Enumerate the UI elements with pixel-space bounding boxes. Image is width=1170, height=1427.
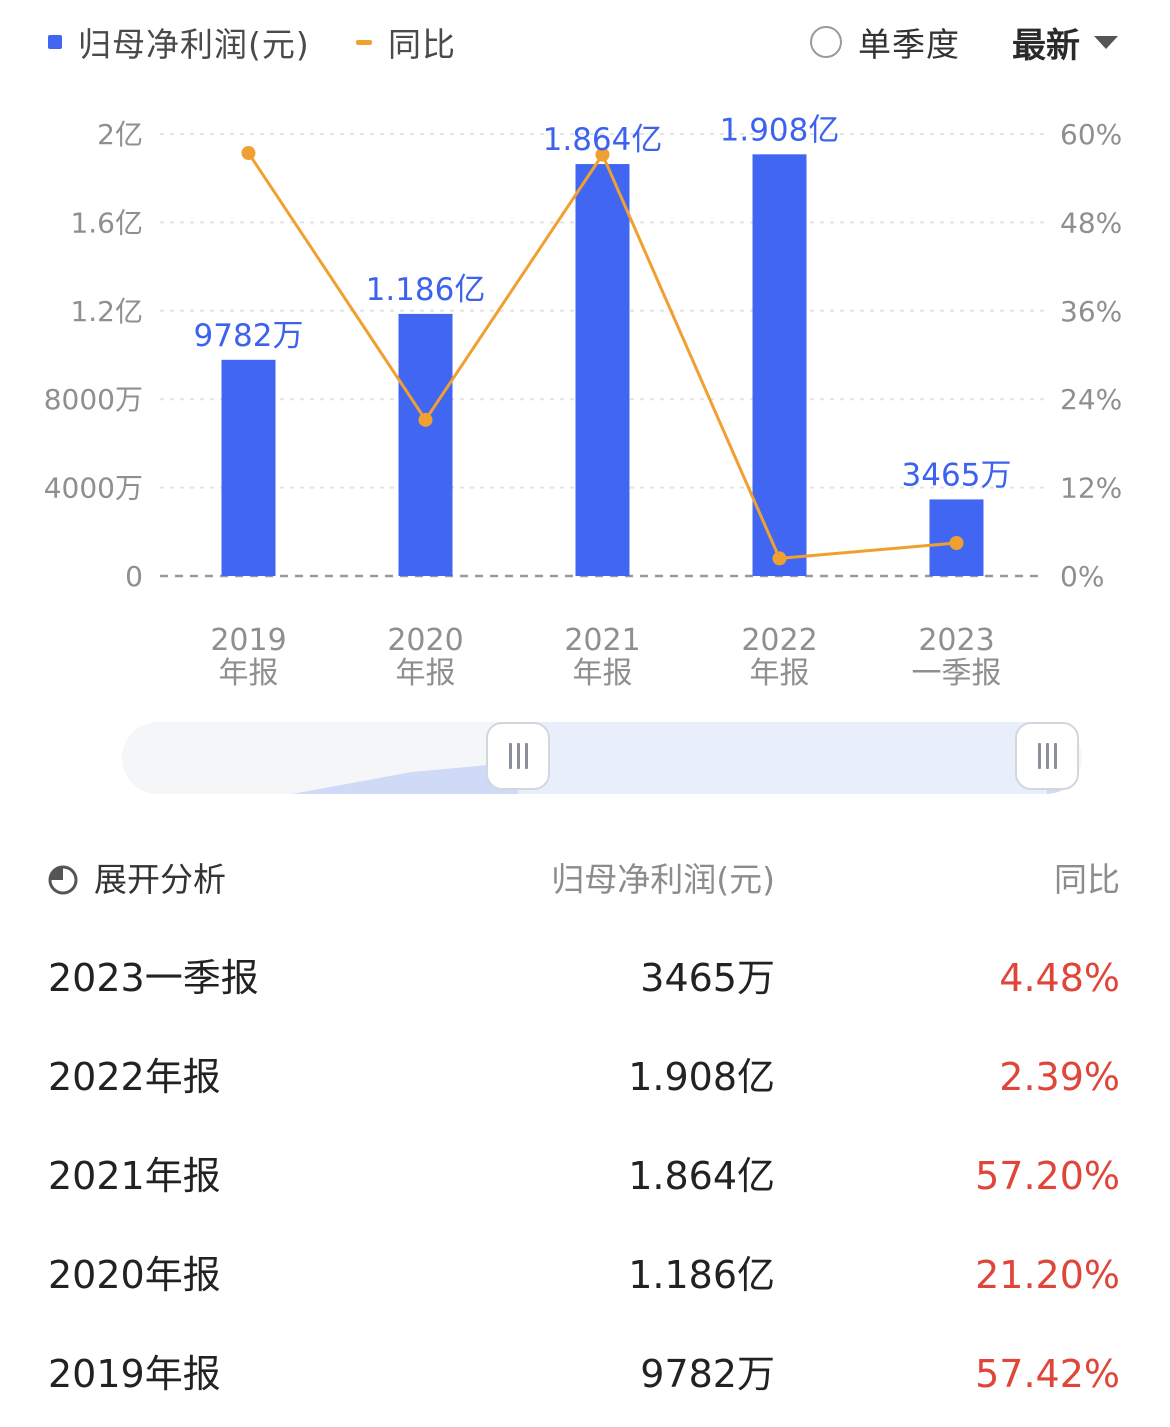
yoy-point xyxy=(949,535,964,550)
table-row[interactable]: 2021年报 1.864亿 57.20% xyxy=(48,1146,1120,1206)
x-tick-label: 年报 xyxy=(750,656,810,691)
slider-left-handle[interactable] xyxy=(486,722,550,790)
x-tick-label: 一季报 xyxy=(912,656,1002,691)
column-header-net-profit: 归母净利润(元) xyxy=(551,860,775,899)
yoy-point xyxy=(418,412,433,427)
bar-value-label: 1.908亿 xyxy=(720,112,840,148)
range-slider-selection xyxy=(518,722,1047,794)
x-tick-label: 2019 xyxy=(210,623,286,658)
table-row[interactable]: 2020年报 1.186亿 21.20% xyxy=(48,1245,1120,1305)
slider-right-handle[interactable] xyxy=(1015,722,1079,790)
grip-line xyxy=(516,743,520,769)
x-tick-label: 2022 xyxy=(741,623,817,658)
bar xyxy=(221,359,276,576)
row-yoy: 2.39% xyxy=(999,1055,1120,1099)
y-right-tick-label: 48% xyxy=(1060,206,1122,239)
radio-icon[interactable] xyxy=(810,26,842,58)
x-tick-label: 年报 xyxy=(573,656,633,691)
grip-line xyxy=(524,743,528,769)
row-period: 2023一季报 xyxy=(48,956,259,1000)
row-yoy: 57.20% xyxy=(975,1154,1120,1198)
bar xyxy=(575,164,630,576)
legend-item-net-profit[interactable]: 归母净利润(元) xyxy=(48,18,310,66)
sort-dropdown[interactable]: 最新 xyxy=(1012,18,1118,66)
row-period: 2022年报 xyxy=(48,1055,221,1099)
table-row[interactable]: 2019年报 9782万 57.42% xyxy=(48,1344,1120,1404)
row-net-profit: 1.908亿 xyxy=(628,1055,775,1099)
row-yoy: 21.20% xyxy=(975,1253,1120,1297)
net-profit-chart: 0 4000万 8000万 1.2亿 1.6亿 2亿 0% 12% 24% 36% 48% 60% 97… xyxy=(44,112,1123,691)
table-row[interactable]: 2022年报 1.908亿 2.39% xyxy=(48,1047,1120,1107)
bar-value-label: 9782万 xyxy=(194,318,304,354)
yoy-point xyxy=(772,551,787,566)
row-net-profit: 3465万 xyxy=(640,956,775,1000)
quarter-toggle[interactable]: 单季度 xyxy=(810,18,960,66)
row-net-profit: 9782万 xyxy=(640,1352,775,1396)
grip-line xyxy=(1053,743,1057,769)
y-right-tick-label: 36% xyxy=(1060,295,1122,328)
pie-chart-icon xyxy=(48,865,78,895)
yoy-point xyxy=(241,146,256,161)
bar xyxy=(752,154,807,576)
caret-down-icon xyxy=(1094,35,1118,49)
expand-analysis-label: 展开分析 xyxy=(94,860,226,899)
sort-dropdown-label: 最新 xyxy=(1012,25,1080,66)
y-right-tick-label: 12% xyxy=(1060,472,1122,505)
column-header-yoy: 同比 xyxy=(1054,860,1120,899)
row-yoy: 57.42% xyxy=(975,1352,1120,1396)
quarter-toggle-label: 单季度 xyxy=(858,25,960,64)
y-left-tick-label: 4000万 xyxy=(44,472,143,505)
y-left-tick-label: 0 xyxy=(125,560,143,593)
chart-legend: 归母净利润(元) 同比 单季度 最新 xyxy=(48,18,1118,66)
row-net-profit: 1.864亿 xyxy=(628,1154,775,1198)
y-right-tick-label: 60% xyxy=(1060,118,1122,151)
bar-value-label: 3465万 xyxy=(902,457,1012,493)
legend-item-yoy[interactable]: 同比 xyxy=(356,18,456,66)
expand-analysis-button[interactable]: 展开分析 xyxy=(48,852,226,908)
y-left-tick-label: 1.2亿 xyxy=(70,295,143,328)
row-period: 2020年报 xyxy=(48,1253,221,1297)
row-period: 2021年报 xyxy=(48,1154,221,1198)
bar xyxy=(398,313,453,576)
legend-net-profit-label: 归母净利润(元) xyxy=(78,25,310,64)
y-right-tick-label: 0% xyxy=(1060,560,1104,593)
x-tick-label: 年报 xyxy=(396,656,456,691)
x-tick-label: 年报 xyxy=(219,656,279,691)
grip-line xyxy=(508,743,512,769)
y-left-tick-label: 8000万 xyxy=(44,383,143,416)
legend-line-swatch xyxy=(356,39,372,45)
y-left-tick-label: 2亿 xyxy=(97,118,143,151)
legend-bar-swatch xyxy=(48,35,62,49)
x-tick-label: 2023 xyxy=(918,623,994,658)
bar-value-label: 1.864亿 xyxy=(543,122,663,158)
table-row[interactable]: 2023一季报 3465万 4.48% xyxy=(48,948,1120,1008)
yoy-point xyxy=(595,147,610,162)
grip-line xyxy=(1037,743,1041,769)
x-tick-label: 2020 xyxy=(387,623,463,658)
grip-line xyxy=(1045,743,1049,769)
bar-value-label: 1.186亿 xyxy=(366,272,486,308)
legend-yoy-label: 同比 xyxy=(388,25,456,64)
row-yoy: 4.48% xyxy=(999,956,1120,1000)
y-right-tick-label: 24% xyxy=(1060,383,1122,416)
table-header: 展开分析 归母净利润(元) 同比 xyxy=(48,852,1120,908)
x-tick-label: 2021 xyxy=(564,623,640,658)
row-net-profit: 1.186亿 xyxy=(628,1253,775,1297)
row-period: 2019年报 xyxy=(48,1352,221,1396)
y-left-tick-label: 1.6亿 xyxy=(70,206,143,239)
